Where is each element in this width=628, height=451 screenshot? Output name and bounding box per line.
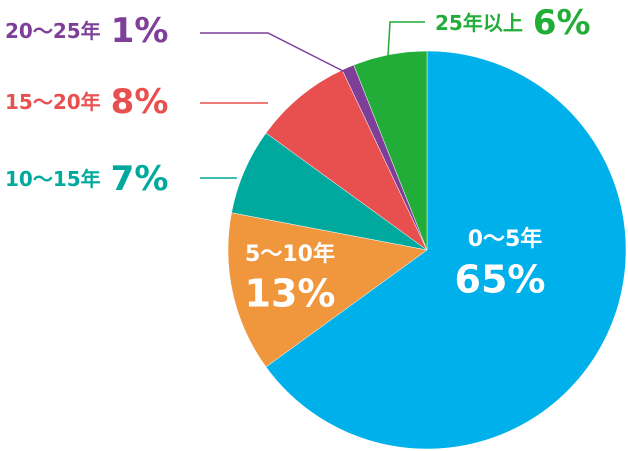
value-label: 65% <box>455 258 546 302</box>
slice-label: 25年以上 <box>435 11 523 35</box>
slice-label-group: 15～20年 8% <box>5 82 168 122</box>
pie-slice <box>265 69 428 251</box>
slice-label: 10～15年 <box>5 167 101 191</box>
value-label: 13% <box>245 272 336 316</box>
slice-label-group: 25年以上 6% <box>435 3 591 43</box>
slice-label: 15～20年 <box>5 90 101 114</box>
slice-label-group: 10～15年 7% <box>5 159 168 199</box>
value-label: 8% <box>111 82 169 122</box>
pie-slice <box>353 50 428 251</box>
value-label: 6% <box>533 3 591 43</box>
pie-slice <box>265 50 627 450</box>
slice-label-group: 20～25年 1% <box>5 11 168 51</box>
value-label: 7% <box>111 159 169 199</box>
value-label: 1% <box>111 11 169 51</box>
slice-label: 0～5年 <box>468 226 543 252</box>
slice-label: 20～25年 <box>5 19 101 43</box>
slice-label: 5～10年 <box>245 241 335 267</box>
leader-line <box>387 21 425 57</box>
leader-line <box>200 32 346 73</box>
pie-slice <box>227 212 428 368</box>
